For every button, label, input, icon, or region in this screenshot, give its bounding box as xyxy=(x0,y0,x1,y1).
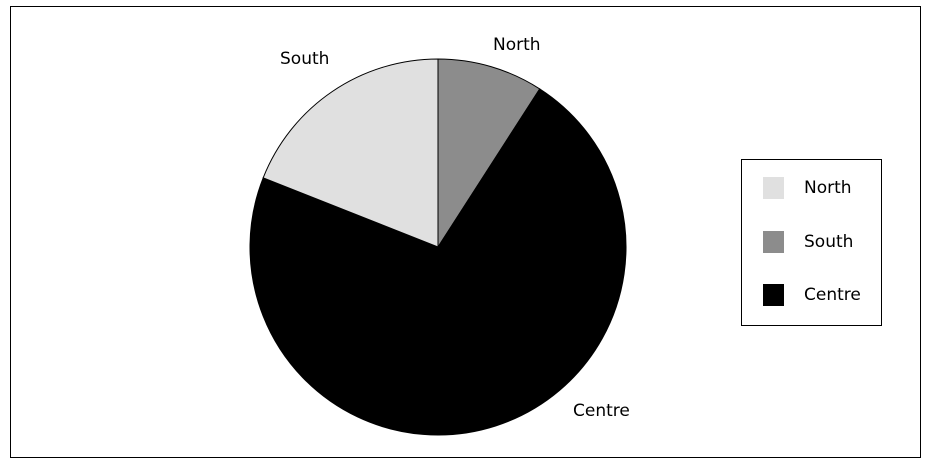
slice-label-south: South xyxy=(280,49,330,69)
slice-label-centre: Centre xyxy=(573,401,630,421)
legend-swatch-south xyxy=(763,231,784,253)
pie-slice-north xyxy=(437,58,541,249)
legend-label-south: South xyxy=(804,232,854,252)
legend-label-centre: Centre xyxy=(804,285,861,305)
pie-slice-centre xyxy=(249,88,627,436)
slice-label-north: North xyxy=(493,35,541,55)
legend-swatch-centre xyxy=(763,284,784,306)
pie-slice-south xyxy=(262,58,439,248)
legend: North South Centre xyxy=(741,159,882,326)
legend-label-north: North xyxy=(804,178,852,198)
legend-swatch-north xyxy=(763,177,784,199)
